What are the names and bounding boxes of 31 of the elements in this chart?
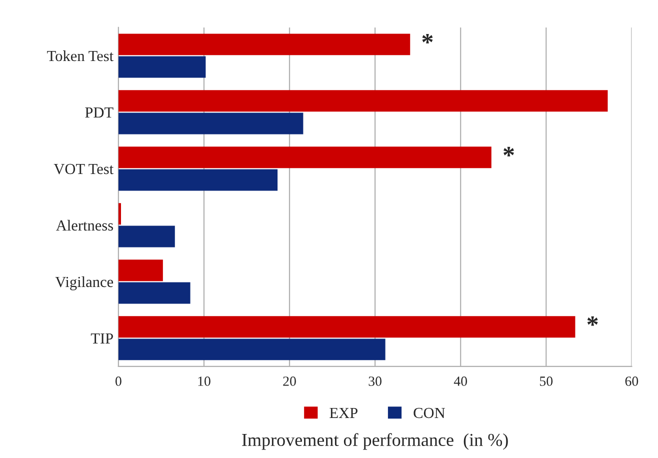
annotation: * — [504, 146, 514, 156]
x-tick-label: 0 — [115, 376, 122, 386]
bar — [118, 338, 386, 360]
y-tick-label: TIP — [90, 333, 113, 344]
bar — [118, 226, 175, 248]
bar — [118, 282, 190, 304]
bar — [118, 56, 206, 78]
bar — [118, 260, 163, 282]
y-tick-label: VOT Test — [54, 164, 114, 174]
bar — [118, 169, 278, 191]
bar — [118, 34, 410, 56]
bar — [118, 146, 492, 168]
annotation: * — [422, 34, 433, 44]
x-tick-label: 50 — [540, 376, 553, 386]
x-axis-title: Improvement of performance (in %) — [242, 433, 508, 450]
bar — [118, 112, 304, 134]
bar — [118, 90, 608, 112]
x-tick-label: 40 — [454, 376, 468, 386]
x-tick-label: 20 — [283, 376, 296, 386]
x-tick-label: 10 — [198, 376, 210, 386]
x-tick-label: 30 — [368, 376, 382, 386]
y-tick-label: Vigilance — [55, 276, 114, 290]
bar — [118, 316, 576, 338]
y-tick-label: PDT — [85, 108, 114, 118]
legend-label: CON — [414, 408, 445, 418]
y-tick-label: Token Test — [47, 50, 114, 62]
bar — [118, 203, 122, 225]
legend-label: EXP — [330, 408, 358, 418]
y-tick-label: Alertness — [56, 220, 114, 231]
x-tick-label: 60 — [625, 376, 638, 386]
annotation: * — [587, 316, 598, 326]
